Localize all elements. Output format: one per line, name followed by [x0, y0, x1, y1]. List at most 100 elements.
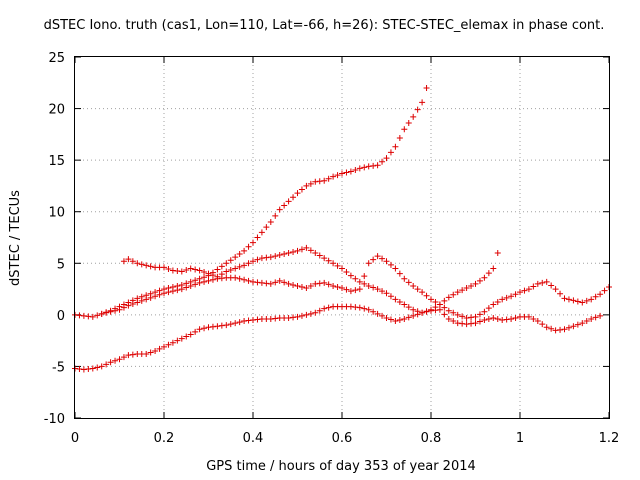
- data-point: [356, 165, 363, 172]
- data-point: [134, 260, 141, 267]
- data-point: [218, 263, 225, 270]
- data-point: [361, 280, 368, 287]
- data-point: [214, 275, 221, 282]
- data-point: [285, 280, 292, 287]
- data-point: [94, 364, 101, 371]
- data-point: [89, 313, 96, 320]
- data-point: [250, 317, 256, 324]
- data-point: [597, 291, 604, 298]
- data-point: [379, 255, 386, 262]
- data-point: [250, 278, 256, 285]
- data-point: [396, 270, 403, 277]
- data-point: [285, 198, 292, 205]
- data-point: [254, 234, 261, 241]
- data-point: [272, 279, 279, 286]
- data-point: [107, 359, 114, 366]
- data-point: [561, 326, 568, 333]
- data-point: [165, 289, 172, 296]
- data-point: [356, 278, 363, 285]
- data-point: [187, 282, 194, 289]
- data-point: [223, 322, 230, 329]
- data-point: [209, 276, 216, 283]
- data-point: [485, 315, 492, 322]
- data-point: [294, 313, 301, 320]
- data-point: [298, 186, 305, 193]
- data-point: [107, 308, 114, 315]
- data-point: [365, 306, 372, 313]
- data-point: [89, 365, 96, 372]
- data-point: [285, 314, 292, 321]
- data-point: [459, 320, 466, 327]
- data-point: [165, 265, 172, 272]
- data-point: [432, 298, 439, 305]
- data-point: [120, 354, 127, 361]
- data-point: [80, 312, 87, 319]
- data-point: [272, 315, 279, 322]
- data-point: [601, 287, 608, 294]
- data-point: [459, 313, 466, 320]
- data-point: [592, 293, 599, 300]
- y-tick-label: 15: [48, 154, 65, 169]
- data-point: [450, 318, 457, 325]
- data-point: [570, 323, 577, 330]
- data-point: [468, 314, 475, 321]
- data-point: [272, 253, 279, 260]
- data-point: [290, 194, 297, 201]
- data-point: [321, 305, 328, 312]
- data-point: [330, 282, 337, 289]
- data-point: [236, 319, 243, 326]
- data-point: [258, 255, 265, 262]
- data-point: [579, 299, 586, 306]
- data-point: [379, 312, 386, 319]
- data-point: [325, 304, 332, 311]
- data-point: [352, 287, 359, 294]
- data-point: [267, 254, 274, 261]
- data-point: [339, 285, 345, 292]
- data-point: [379, 288, 386, 295]
- data-point: [178, 268, 185, 275]
- data-point: [205, 324, 212, 331]
- data-point: [276, 277, 283, 284]
- data-point: [565, 324, 572, 331]
- data-point: [343, 269, 350, 276]
- data-point: [499, 296, 506, 303]
- data-point: [445, 315, 452, 322]
- data-point: [392, 318, 399, 325]
- data-point: [508, 315, 515, 322]
- data-point: [481, 317, 488, 324]
- data-point: [321, 177, 328, 184]
- data-point: [570, 297, 577, 304]
- data-point: [192, 266, 199, 273]
- data-point: [370, 256, 377, 263]
- data-point: [370, 308, 377, 315]
- data-point: [445, 294, 452, 301]
- data-point: [352, 275, 359, 282]
- data-point: [387, 149, 394, 156]
- data-point: [316, 178, 323, 185]
- data-point: [129, 351, 136, 358]
- data-point: [325, 175, 332, 182]
- data-point: [436, 306, 443, 313]
- data-point: [232, 320, 239, 327]
- data-point: [476, 318, 483, 325]
- data-point: [365, 163, 372, 170]
- data-point: [258, 229, 265, 236]
- data-point: [405, 120, 412, 127]
- plot-points: [72, 84, 612, 373]
- data-point: [196, 279, 203, 286]
- data-point: [263, 254, 270, 261]
- data-point: [574, 321, 581, 328]
- data-point: [227, 266, 234, 273]
- data-point: [379, 158, 386, 165]
- data-point: [250, 258, 256, 265]
- data-point: [392, 296, 399, 303]
- data-point: [303, 311, 310, 318]
- x-tick-label: 0.4: [243, 431, 264, 446]
- data-point: [125, 256, 132, 263]
- data-point: [245, 317, 252, 324]
- data-point: [396, 298, 403, 305]
- data-point: [374, 162, 381, 169]
- series-group: [120, 244, 501, 316]
- data-point: [245, 277, 252, 284]
